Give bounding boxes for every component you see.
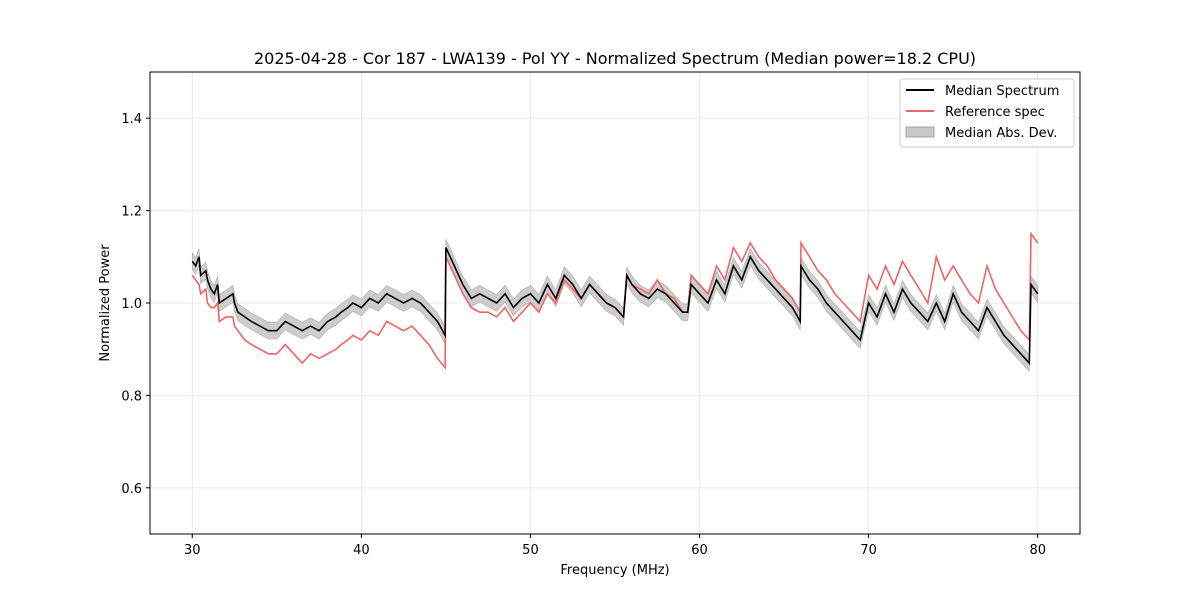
- x-tick-label: 80: [1029, 543, 1046, 558]
- legend: Median Spectrum Reference spec Median Ab…: [899, 78, 1075, 148]
- y-axis-label: Normalized Power: [98, 244, 113, 362]
- mad-band-layer: [192, 239, 1038, 373]
- legend-swatch-mad: [905, 126, 935, 138]
- legend-label-mad: Median Abs. Dev.: [945, 126, 1057, 141]
- series-layer: [191, 231, 1039, 370]
- y-tick-label: 1.2: [121, 205, 142, 220]
- y-tick-label: 0.6: [121, 482, 142, 497]
- y-tick-label: 1.0: [121, 297, 142, 312]
- y-tick-label: 0.8: [121, 389, 142, 404]
- median-spectrum-line: [191, 247, 1039, 366]
- x-tick-label: 70: [860, 543, 877, 558]
- x-tick-label: 30: [184, 543, 201, 558]
- x-axis-label: Frequency (MHz): [560, 563, 669, 578]
- legend-label-median: Median Spectrum: [945, 84, 1059, 99]
- legend-frame: [899, 78, 1075, 148]
- x-tick-label: 40: [353, 543, 370, 558]
- y-tick-label: 1.4: [121, 112, 142, 127]
- legend-label-reference: Reference spec: [945, 105, 1045, 120]
- x-tick-label: 50: [522, 543, 539, 558]
- x-tick-label: 60: [691, 543, 708, 558]
- mad-band: [192, 239, 1038, 373]
- chart-title: 2025-04-28 - Cor 187 - LWA139 - Pol YY -…: [254, 49, 976, 68]
- ticks: 30 40 50 60 70 80 0.6 0.8 1.0 1.2 1.4: [121, 112, 1046, 558]
